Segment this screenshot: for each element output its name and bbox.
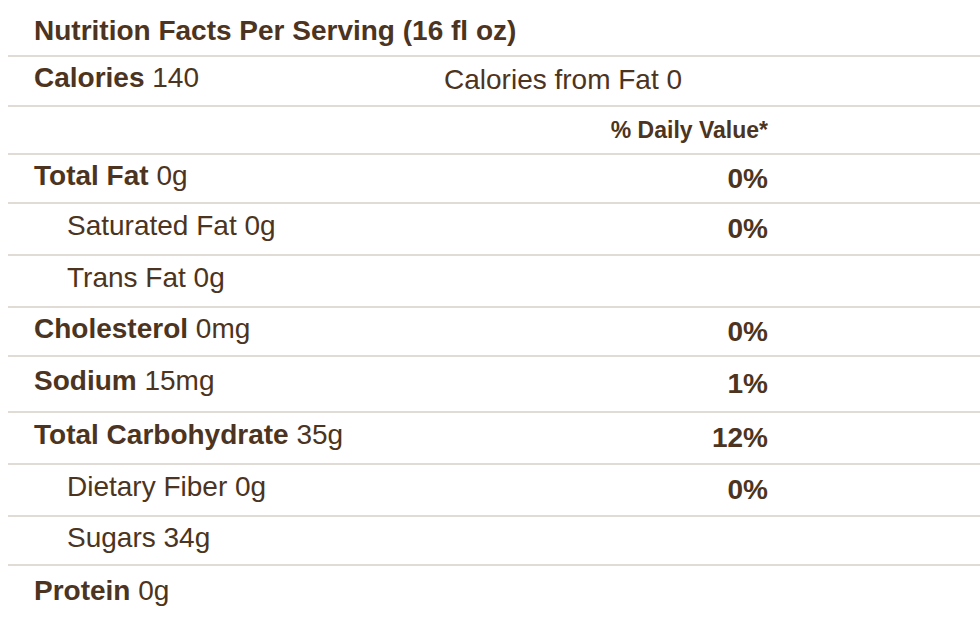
nutrient-amount: 15mg xyxy=(137,365,215,396)
nutrient-amount: 0g xyxy=(130,575,169,606)
daily-value-percent: 12% xyxy=(712,422,768,454)
calories-from-fat: Calories from Fat 0 xyxy=(444,64,682,96)
nutrient-cell: Sugars 34g xyxy=(8,522,210,554)
panel-title: Nutrition Facts Per Serving (16 fl oz) xyxy=(8,15,516,47)
nutrient-amount: 0g xyxy=(186,262,225,293)
nutrient-row: Saturated Fat 0g 0% xyxy=(8,204,980,256)
nutrient-cell: Trans Fat 0g xyxy=(8,262,225,294)
nutrient-name: Dietary Fiber xyxy=(67,471,227,502)
nutrition-facts-panel: Nutrition Facts Per Serving (16 fl oz) C… xyxy=(8,0,980,621)
nutrient-amount: 0g xyxy=(227,471,266,502)
calories-row: Calories 140 Calories from Fat 0 xyxy=(8,57,980,107)
nutrient-amount: 0mg xyxy=(188,313,250,344)
nutrient-row: Cholesterol 0mg 0% xyxy=(8,308,980,357)
daily-value-percent: 0% xyxy=(728,163,768,195)
nutrient-cell: Sodium 15mg xyxy=(8,365,215,397)
nutrient-cell: Protein 0g xyxy=(8,575,169,607)
nutrient-row: Sugars 34g xyxy=(8,517,980,566)
daily-value-percent: 0% xyxy=(728,316,768,348)
daily-value-percent: 0% xyxy=(728,474,768,506)
nutrient-amount: 0g xyxy=(237,210,276,241)
nutrient-name: Sodium xyxy=(34,365,137,396)
panel-title-row: Nutrition Facts Per Serving (16 fl oz) xyxy=(8,0,980,57)
nutrient-name: Protein xyxy=(34,575,130,606)
nutrient-amount: 0g xyxy=(149,160,188,191)
nutrient-amount: 34g xyxy=(156,522,211,553)
nutrient-name: Sugars xyxy=(67,522,156,553)
nutrient-cell: Cholesterol 0mg xyxy=(8,313,250,345)
calories-cell: Calories 140 xyxy=(8,62,199,94)
daily-value-header: % Daily Value* xyxy=(611,117,768,144)
nutrient-amount: 35g xyxy=(289,419,344,450)
nutrient-cell: Total Fat 0g xyxy=(8,160,188,192)
nutrient-name: Trans Fat xyxy=(67,262,186,293)
daily-value-percent: 0% xyxy=(728,213,768,245)
nutrient-row: Dietary Fiber 0g 0% xyxy=(8,465,980,517)
nutrient-row: Protein 0g xyxy=(8,566,980,621)
nutrient-name: Total Fat xyxy=(34,160,149,191)
calories-value: 140 xyxy=(152,62,199,93)
nutrient-row: Total Carbohydrate 35g 12% xyxy=(8,413,980,465)
nutrient-cell: Dietary Fiber 0g xyxy=(8,471,266,503)
nutrient-row: Trans Fat 0g xyxy=(8,256,980,308)
nutrient-cell: Saturated Fat 0g xyxy=(8,210,276,242)
nutrient-row: Total Fat 0g 0% xyxy=(8,155,980,204)
daily-value-header-row: % Daily Value* xyxy=(8,107,980,155)
nutrient-row: Sodium 15mg 1% xyxy=(8,357,980,413)
nutrient-cell: Total Carbohydrate 35g xyxy=(8,419,343,451)
calories-label: Calories xyxy=(34,62,152,93)
nutrient-name: Total Carbohydrate xyxy=(34,419,289,450)
nutrient-name: Cholesterol xyxy=(34,313,188,344)
daily-value-percent: 1% xyxy=(728,368,768,400)
nutrient-name: Saturated Fat xyxy=(67,210,237,241)
